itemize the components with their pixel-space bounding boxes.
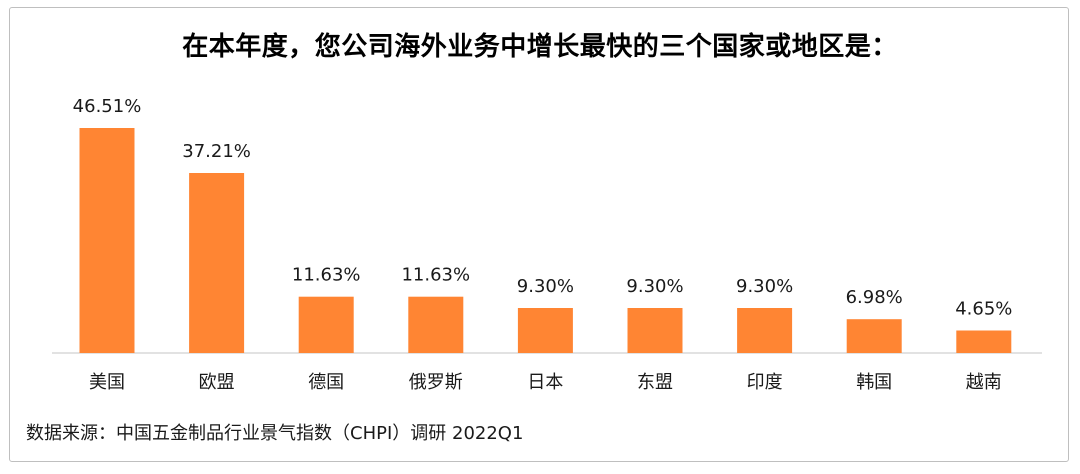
bar-欧盟 <box>189 173 245 353</box>
category-label: 印度 <box>747 372 783 393</box>
category-label: 东盟 <box>637 372 673 393</box>
data-label: 9.30% <box>517 276 574 297</box>
chart-frame <box>9 7 1069 462</box>
source-note: 数据来源：中国五金制品行业景气指数（CHPI）调研 2022Q1 <box>26 423 524 444</box>
bar-越南 <box>956 330 1012 353</box>
data-label: 6.98% <box>846 287 903 308</box>
data-label: 11.63% <box>401 265 470 286</box>
category-label: 越南 <box>966 372 1002 393</box>
bar-美国 <box>79 128 135 353</box>
bar-韩国 <box>846 319 902 353</box>
bar-印度 <box>737 308 793 353</box>
category-label: 日本 <box>527 372 563 393</box>
category-label: 俄罗斯 <box>409 372 463 393</box>
category-label: 韩国 <box>856 372 892 393</box>
data-label: 46.51% <box>73 96 142 117</box>
data-label: 9.30% <box>736 276 793 297</box>
bar-俄罗斯 <box>408 296 464 353</box>
bar-日本 <box>517 308 573 353</box>
category-label: 美国 <box>89 372 125 393</box>
data-label: 37.21% <box>182 141 251 162</box>
bar-东盟 <box>627 308 683 353</box>
category-label: 德国 <box>308 372 344 393</box>
data-label: 4.65% <box>955 299 1012 320</box>
bar-德国 <box>298 296 354 353</box>
data-label: 11.63% <box>292 265 361 286</box>
data-label: 9.30% <box>626 276 683 297</box>
chart-title: 在本年度，您公司海外业务中增长最快的三个国家或地区是： <box>182 32 898 62</box>
category-label: 欧盟 <box>199 372 235 393</box>
